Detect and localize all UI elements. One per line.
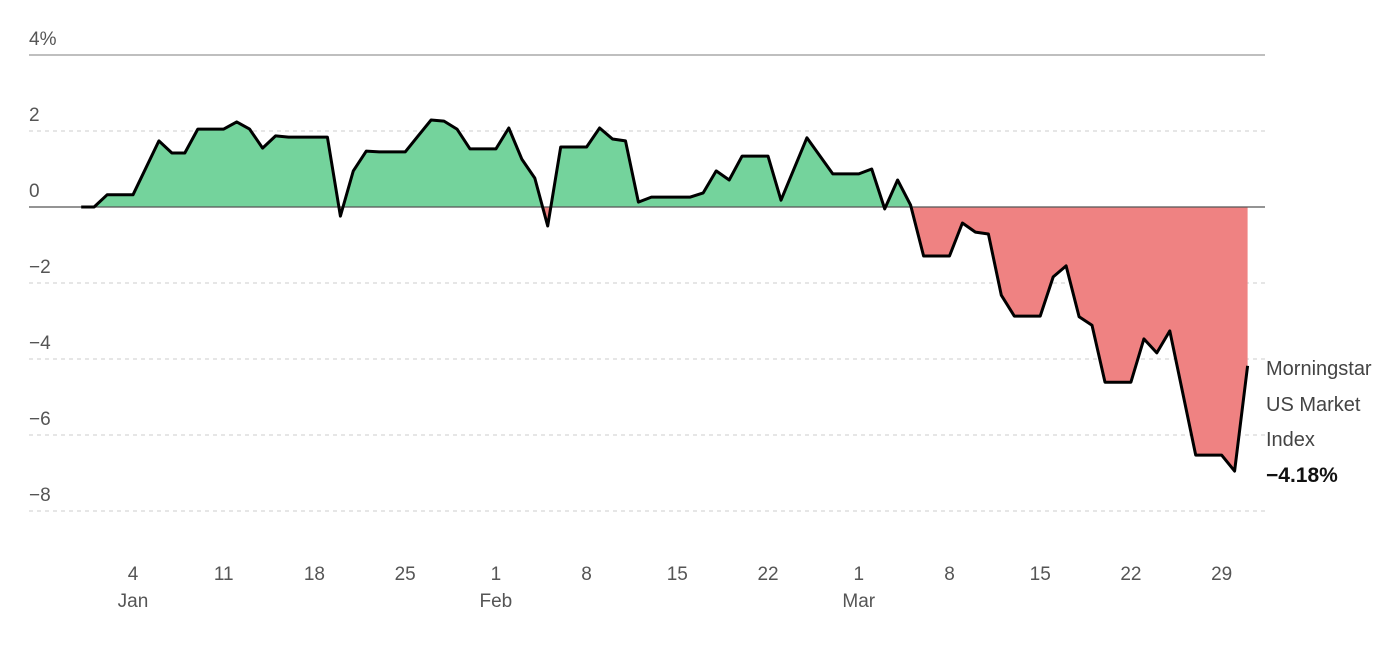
x-tick-label: 15 <box>667 564 688 585</box>
x-month-label: Mar <box>842 591 875 612</box>
annotation-line-3: Index <box>1266 429 1315 451</box>
y-tick-label: 2 <box>29 105 40 126</box>
x-tick-label: 4 <box>128 564 139 585</box>
y-tick-label: −4 <box>29 333 51 354</box>
y-tick-label: 4% <box>29 29 57 50</box>
x-tick-label: 22 <box>1120 564 1141 585</box>
x-tick-label: 15 <box>1030 564 1051 585</box>
x-tick-label: 8 <box>944 564 955 585</box>
x-tick-label: 25 <box>395 564 416 585</box>
y-tick-label: −6 <box>29 409 51 430</box>
x-month-label: Feb <box>480 591 513 612</box>
annotation-line-2: US Market <box>1266 394 1361 416</box>
x-tick-label: 22 <box>757 564 778 585</box>
x-tick-label: 18 <box>304 564 325 585</box>
y-tick-label: −8 <box>29 485 51 506</box>
x-tick-label: 11 <box>214 564 234 585</box>
x-tick-label: 8 <box>581 564 592 585</box>
x-tick-label: 1 <box>853 564 864 585</box>
x-month-label: Jan <box>118 591 149 612</box>
y-tick-label: 0 <box>29 181 40 202</box>
x-axis-labels: 4 Jan 11 18 25 1 Feb 8 15 22 1 Mar 8 15 22 29 <box>118 564 1233 612</box>
series-annotation: Morningstar US Market Index −4.18% <box>1266 358 1372 487</box>
annotation-line-1: Morningstar <box>1266 358 1372 380</box>
x-tick-label: 1 <box>491 564 502 585</box>
y-tick-label: −2 <box>29 257 51 278</box>
x-tick-label: 29 <box>1211 564 1232 585</box>
annotation-value: −4.18% <box>1266 464 1338 487</box>
y-axis-labels: 4% 2 0 −2 −4 −6 −8 <box>29 29 57 506</box>
